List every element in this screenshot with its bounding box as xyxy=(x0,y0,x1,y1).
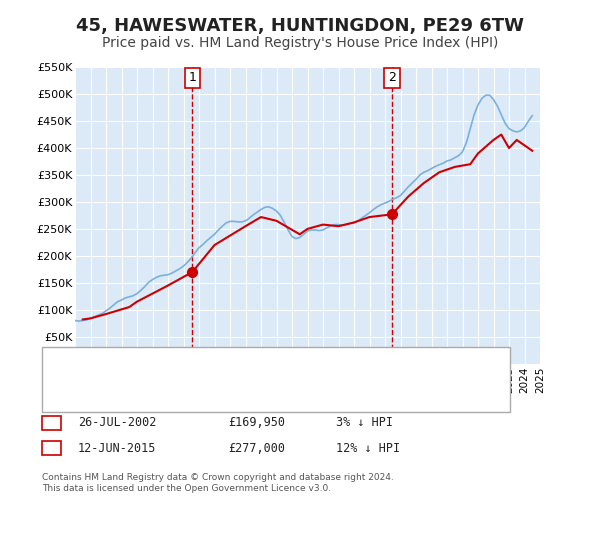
Text: —: — xyxy=(54,385,71,403)
Text: 12-JUN-2015: 12-JUN-2015 xyxy=(78,441,157,455)
Text: £277,000: £277,000 xyxy=(228,441,285,455)
Text: £169,950: £169,950 xyxy=(228,416,285,430)
Text: Price paid vs. HM Land Registry's House Price Index (HPI): Price paid vs. HM Land Registry's House … xyxy=(102,36,498,50)
Text: This data is licensed under the Open Government Licence v3.0.: This data is licensed under the Open Gov… xyxy=(42,484,331,493)
Text: 3% ↓ HPI: 3% ↓ HPI xyxy=(336,416,393,430)
Text: 12% ↓ HPI: 12% ↓ HPI xyxy=(336,441,400,455)
Text: 1: 1 xyxy=(188,72,196,85)
Text: 1: 1 xyxy=(48,416,55,430)
Text: Contains HM Land Registry data © Crown copyright and database right 2024.: Contains HM Land Registry data © Crown c… xyxy=(42,473,394,482)
Text: 45, HAWESWATER, HUNTINGDON, PE29 6TW: 45, HAWESWATER, HUNTINGDON, PE29 6TW xyxy=(76,17,524,35)
Text: 45, HAWESWATER, HUNTINGDON, PE29 6TW (detached house): 45, HAWESWATER, HUNTINGDON, PE29 6TW (de… xyxy=(81,360,407,370)
Text: 2: 2 xyxy=(48,441,55,455)
Text: 2: 2 xyxy=(388,72,396,85)
Text: 26-JUL-2002: 26-JUL-2002 xyxy=(78,416,157,430)
Text: —: — xyxy=(54,356,71,374)
Text: HPI: Average price, detached house, Huntingdonshire: HPI: Average price, detached house, Hunt… xyxy=(81,389,361,399)
